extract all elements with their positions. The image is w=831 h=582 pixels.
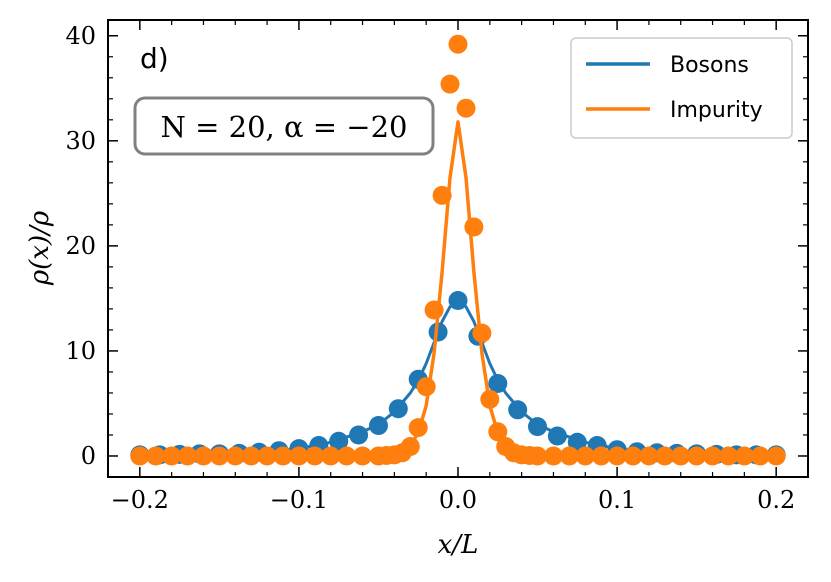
- data-point-impurity: [178, 446, 197, 466]
- data-point-impurity: [472, 323, 492, 343]
- data-point-impurity: [432, 185, 452, 205]
- data-point-impurity: [703, 446, 722, 466]
- data-point-impurity: [734, 446, 754, 466]
- y-axis-label: ρ(x)/ρ: [25, 210, 55, 286]
- data-point-impurity: [655, 446, 675, 466]
- legend-label-impurity: Impurity: [670, 98, 763, 123]
- data-point-impurity: [687, 446, 707, 466]
- legend: Bosons Impurity: [570, 37, 793, 139]
- data-point-impurity: [130, 446, 150, 466]
- data-point-impurity: [575, 446, 595, 466]
- data-point-impurity: [400, 437, 420, 456]
- data-point-impurity: [225, 446, 245, 466]
- data-point-impurity: [241, 446, 261, 466]
- data-point-impurity: [416, 377, 436, 397]
- y-tick-label: 10: [65, 337, 96, 365]
- plot-frame: [107, 19, 809, 478]
- param-box-frame: [133, 96, 435, 156]
- x-tick-label: 0.2: [757, 486, 795, 514]
- panel-label: d): [140, 42, 169, 75]
- series-line-bosons: [139, 300, 777, 457]
- data-point-bosons: [547, 426, 567, 446]
- param-box-text: N = 20, α = −20: [161, 110, 408, 144]
- data-point-bosons: [349, 425, 369, 445]
- y-tick-label: 40: [65, 22, 96, 50]
- x-axis-label: x/L: [438, 530, 479, 560]
- tick-layer: −0.2 −0.1 0.0 0.1 0.2 0 10 20 30 40: [65, 20, 809, 514]
- data-point-impurity: [480, 389, 500, 409]
- data-point-bosons: [428, 322, 448, 342]
- data-point-impurity: [408, 418, 428, 438]
- data-point-impurity: [591, 446, 611, 466]
- data-point-impurity: [289, 446, 309, 466]
- data-point-impurity: [146, 446, 166, 466]
- x-tick-label: 0.0: [439, 486, 477, 514]
- data-point-impurity: [750, 446, 770, 466]
- data-point-bosons: [369, 416, 388, 435]
- data-point-bosons: [528, 417, 547, 437]
- data-point-impurity: [448, 34, 468, 54]
- data-point-impurity: [464, 217, 484, 237]
- data-point-impurity: [440, 74, 460, 94]
- data-point-impurity: [559, 446, 579, 466]
- data-point-impurity: [337, 446, 357, 466]
- y-tick-label: 20: [65, 232, 96, 260]
- plot-layer: [130, 34, 786, 466]
- data-point-impurity: [719, 446, 738, 466]
- data-point-impurity: [528, 446, 547, 466]
- x-tick-label: −0.1: [270, 486, 328, 514]
- data-point-impurity: [321, 446, 341, 466]
- data-point-impurity: [607, 446, 627, 466]
- data-point-impurity: [209, 446, 229, 466]
- data-point-impurity: [353, 446, 372, 466]
- legend-label-bosons: Bosons: [670, 53, 749, 78]
- data-point-bosons: [448, 291, 468, 310]
- data-point-impurity: [424, 300, 444, 320]
- data-point-impurity: [305, 446, 325, 466]
- data-point-bosons: [508, 400, 528, 420]
- data-point-impurity: [162, 446, 182, 466]
- data-point-bosons: [388, 399, 408, 419]
- data-point-impurity: [488, 422, 508, 442]
- data-point-impurity: [194, 446, 213, 466]
- param-box: N = 20, α = −20: [133, 96, 435, 156]
- data-point-impurity: [257, 446, 277, 466]
- data-point-impurity: [273, 446, 293, 466]
- data-point-impurity: [639, 446, 659, 466]
- data-point-impurity: [456, 98, 476, 118]
- data-point-bosons: [329, 431, 349, 451]
- data-point-impurity: [766, 446, 786, 466]
- x-tick-label: −0.2: [111, 486, 169, 514]
- data-point-impurity: [544, 446, 563, 466]
- series-line-impurity: [139, 120, 777, 458]
- y-tick-label: 30: [65, 127, 96, 155]
- data-point-bosons: [488, 374, 508, 393]
- y-tick-label: 0: [81, 442, 96, 470]
- data-point-impurity: [671, 446, 691, 466]
- data-point-impurity: [623, 446, 643, 466]
- x-tick-label: 0.1: [598, 486, 636, 514]
